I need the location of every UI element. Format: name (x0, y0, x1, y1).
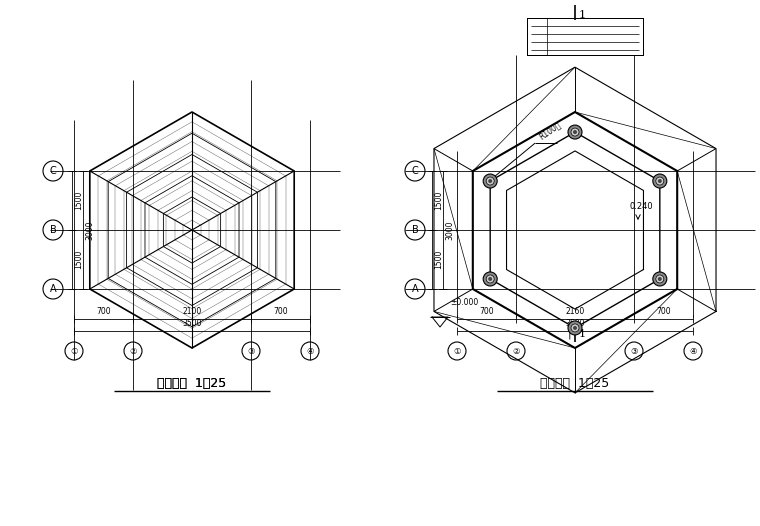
Circle shape (653, 174, 667, 188)
Text: 700: 700 (273, 307, 288, 316)
Text: 700: 700 (480, 307, 494, 316)
Circle shape (658, 179, 662, 183)
Text: 1500: 1500 (434, 250, 443, 269)
Circle shape (573, 326, 577, 330)
Text: 1500: 1500 (434, 191, 443, 210)
Text: 2160: 2160 (565, 307, 584, 316)
Text: ①: ① (70, 347, 78, 356)
Text: 1500: 1500 (74, 191, 83, 210)
Circle shape (568, 321, 582, 335)
Circle shape (488, 277, 492, 281)
Text: ③: ③ (630, 347, 638, 356)
Text: ±0.000: ±0.000 (450, 298, 478, 307)
Text: 3500: 3500 (182, 319, 201, 328)
Circle shape (486, 177, 494, 185)
Text: ②: ② (129, 347, 137, 356)
Circle shape (656, 275, 663, 283)
Circle shape (658, 277, 662, 281)
Circle shape (653, 272, 667, 286)
Text: A: A (412, 284, 418, 294)
Text: C: C (49, 166, 56, 176)
Text: ④: ④ (306, 347, 314, 356)
Text: 亭平面图  1：25: 亭平面图 1：25 (540, 377, 610, 390)
Text: R100柱: R100柱 (537, 119, 562, 141)
Text: 亭顶视图  1：25: 亭顶视图 1：25 (157, 377, 226, 390)
Text: 亭顶视图  1：25: 亭顶视图 1：25 (157, 377, 226, 390)
Text: 2100: 2100 (182, 307, 201, 316)
Text: 3000: 3000 (445, 220, 454, 240)
Circle shape (568, 125, 582, 139)
Text: 3500: 3500 (565, 319, 584, 328)
Circle shape (573, 130, 577, 134)
Text: C: C (412, 166, 418, 176)
Text: ①: ① (453, 347, 461, 356)
Circle shape (571, 128, 579, 136)
Text: ②: ② (512, 347, 520, 356)
Text: B: B (49, 225, 56, 235)
Text: 1: 1 (579, 329, 586, 339)
Circle shape (483, 174, 497, 188)
Text: ④: ④ (689, 347, 697, 356)
Text: B: B (412, 225, 418, 235)
Circle shape (656, 177, 663, 185)
Text: 1500: 1500 (74, 250, 83, 269)
Circle shape (571, 324, 579, 332)
Text: 700: 700 (97, 307, 111, 316)
Circle shape (483, 272, 497, 286)
Text: ③: ③ (247, 347, 255, 356)
Circle shape (486, 275, 494, 283)
Text: 700: 700 (656, 307, 671, 316)
Circle shape (488, 179, 492, 183)
Text: 1: 1 (579, 10, 586, 20)
Text: 3000: 3000 (85, 220, 94, 240)
Text: A: A (49, 284, 56, 294)
Text: 0.240: 0.240 (630, 202, 654, 211)
Text: |: | (568, 329, 571, 339)
